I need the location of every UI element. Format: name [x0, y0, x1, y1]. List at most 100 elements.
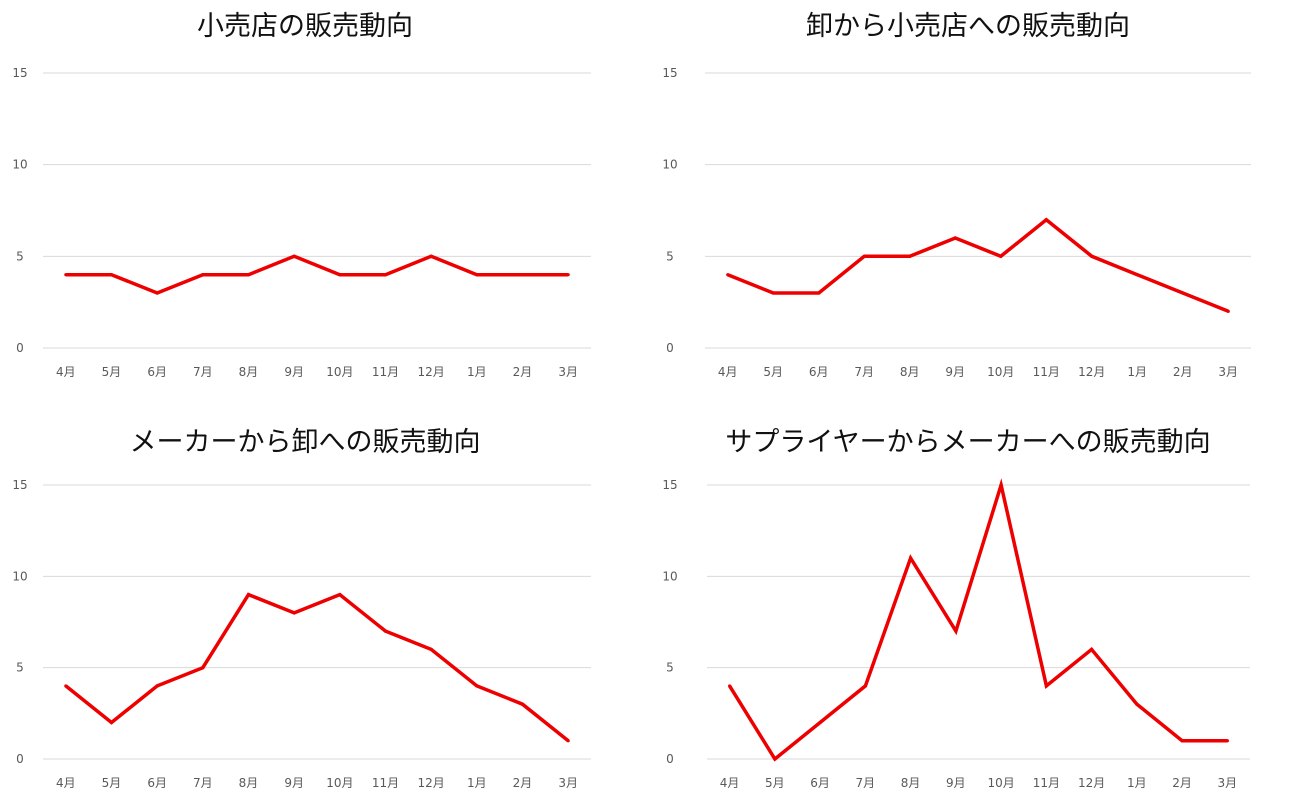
series-line: [64, 592, 570, 743]
x-tick-label: 5月: [763, 365, 783, 379]
data-point: [201, 666, 205, 670]
x-tick-label: 6月: [147, 776, 167, 790]
x-tick-label: 10月: [987, 365, 1014, 379]
y-tick-label: 5: [666, 661, 674, 675]
x-tick-label: 6月: [147, 365, 167, 379]
line-chart-1: 小売店の販売動向 0 5 10 15 4月 5月 6月 7月 8月 9月 10月 11月 12月 1月 2月 3…: [12, 11, 591, 379]
x-tick-label: 11月: [1033, 365, 1060, 379]
x-tick-label: 12月: [418, 365, 445, 379]
x-tick-label: 2月: [513, 776, 533, 790]
x-tick-label: 1月: [1127, 776, 1147, 790]
data-point: [1044, 684, 1048, 688]
data-point: [728, 684, 732, 688]
data-point: [475, 684, 479, 688]
line-chart-4: サプライヤーからメーカーへの販売動向 0 5 10 15 4月 5月 6月 7月 8月 9月 10月 1…: [662, 427, 1250, 790]
y-tick-label: 10: [662, 158, 677, 172]
x-tick-label: 3月: [1218, 776, 1238, 790]
x-tick-label: 4月: [56, 365, 76, 379]
data-point: [1226, 309, 1230, 313]
series-line: [727, 217, 1229, 313]
data-point: [246, 273, 251, 277]
y-tick-label: 5: [16, 661, 24, 675]
data-point: [773, 757, 777, 761]
y-tick-label: 5: [666, 249, 674, 263]
x-tick-label: 12月: [1078, 365, 1105, 379]
y-tick-label: 10: [12, 569, 27, 583]
x-tick-label: 11月: [1033, 776, 1060, 790]
data-point: [863, 684, 867, 688]
y-tick-label: 15: [662, 478, 677, 492]
line-chart-3: メーカーから卸への販売動向 0 5 10 15 4月 5月 6月 7月 8月 9月 10月 11月 12月…: [12, 427, 591, 790]
data-point: [383, 273, 388, 277]
y-tick-label: 5: [16, 249, 24, 263]
x-tick-label: 5月: [102, 776, 122, 790]
data-point: [1090, 254, 1094, 258]
data-point: [726, 273, 730, 277]
x-tick-label: 9月: [284, 365, 304, 379]
x-tick-label: 4月: [720, 776, 740, 790]
data-point: [1225, 739, 1229, 743]
x-tick-label: 7月: [193, 776, 213, 790]
x-tick-label: 10月: [987, 776, 1014, 790]
data-point: [1135, 702, 1139, 706]
x-tick-label: 3月: [1218, 365, 1238, 379]
x-tick-label: 11月: [372, 365, 399, 379]
x-tick-label: 6月: [810, 776, 830, 790]
data-point: [1181, 291, 1185, 295]
x-tick-label: 1月: [1127, 365, 1147, 379]
x-tick-label: 10月: [326, 776, 353, 790]
x-tick-label: 3月: [558, 365, 578, 379]
data-point: [155, 291, 159, 295]
x-tick-label: 4月: [718, 365, 738, 379]
x-tick-label: 1月: [467, 365, 487, 379]
series-line: [65, 254, 569, 295]
data-point: [909, 556, 913, 560]
chart-title: サプライヤーからメーカーへの販売動向: [725, 427, 1210, 458]
chart-title: 小売店の販売動向: [197, 11, 413, 42]
y-tick-label: 0: [16, 341, 24, 355]
data-point: [1180, 739, 1184, 743]
data-point: [817, 291, 821, 295]
data-point: [520, 273, 525, 277]
y-tick-label: 0: [666, 752, 674, 766]
data-point: [818, 720, 822, 725]
x-tick-label: 9月: [284, 776, 304, 790]
data-point: [908, 254, 912, 258]
data-point: [109, 273, 114, 277]
x-tick-label: 12月: [418, 776, 445, 790]
data-point: [64, 684, 68, 688]
data-point: [954, 629, 958, 633]
x-tick-label: 7月: [856, 776, 876, 790]
x-tick-label: 12月: [1078, 776, 1105, 790]
x-tick-label: 1月: [467, 776, 487, 790]
data-point: [429, 254, 433, 258]
data-point: [246, 593, 251, 597]
y-tick-label: 0: [666, 341, 674, 355]
x-tick-label: 8月: [239, 365, 259, 379]
data-point: [1135, 273, 1139, 277]
data-point: [292, 611, 296, 615]
data-point: [520, 702, 525, 706]
data-point: [64, 273, 68, 277]
data-point: [338, 273, 342, 277]
data-point: [292, 254, 296, 258]
data-point: [383, 629, 388, 633]
data-point: [475, 273, 479, 277]
y-tick-label: 15: [12, 478, 27, 492]
chart-title: メーカーから卸への販売動向: [130, 427, 481, 458]
data-point: [1044, 218, 1048, 222]
data-point: [429, 647, 433, 651]
y-tick-label: 0: [16, 752, 24, 766]
data-point: [201, 273, 205, 277]
data-point: [338, 593, 342, 597]
data-point: [109, 720, 114, 725]
x-tick-label: 7月: [854, 365, 874, 379]
data-point: [999, 483, 1003, 487]
data-point: [1090, 647, 1094, 651]
x-tick-label: 2月: [513, 365, 533, 379]
y-tick-label: 15: [662, 66, 677, 80]
data-point: [862, 254, 866, 258]
data-point: [566, 273, 570, 277]
x-tick-label: 4月: [56, 776, 76, 790]
